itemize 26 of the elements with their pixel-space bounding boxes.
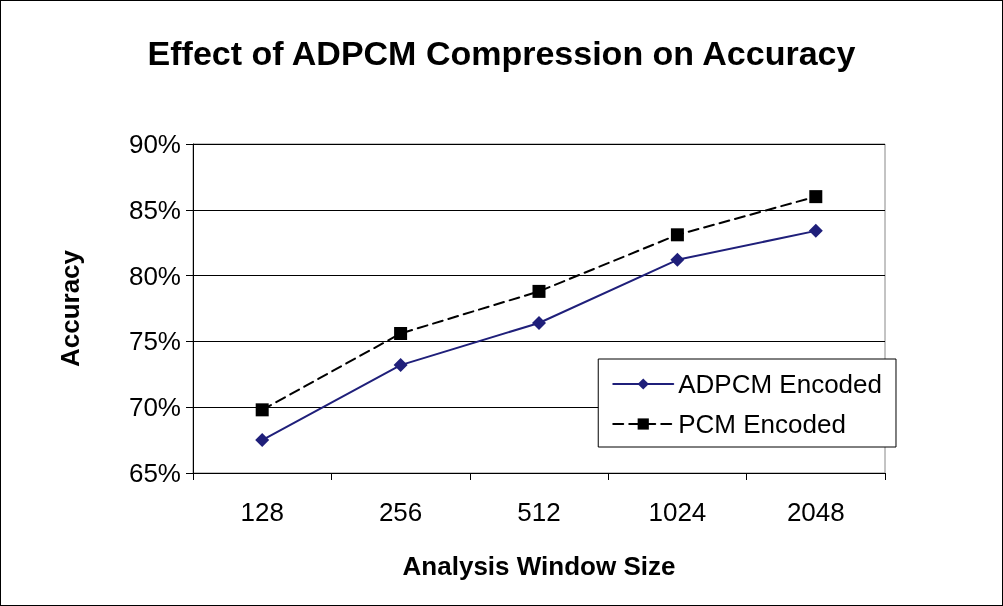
y-tick-label: 80% (128, 260, 181, 291)
legend-label: PCM Encoded (678, 409, 846, 439)
point (670, 252, 685, 267)
x-tick-label: 512 (517, 497, 561, 527)
point (255, 403, 269, 417)
x-tick-label: 128 (240, 497, 284, 527)
legend-label: ADPCM Encoded (678, 369, 883, 399)
y-tick-label: 65% (128, 458, 181, 488)
y-tick-label: 90% (128, 129, 181, 159)
point (808, 223, 823, 238)
point (532, 315, 546, 330)
y-axis-title: Accuracy (55, 249, 85, 368)
point (393, 358, 408, 373)
chart-title: Effect of ADPCM Compression on Accuracy (147, 34, 856, 72)
point (670, 228, 684, 242)
point (532, 284, 546, 298)
point (255, 433, 270, 448)
y-tick-label: 85% (128, 194, 181, 225)
y-tick-label: 75% (128, 326, 181, 357)
x-tick-label: 2048 (786, 497, 845, 527)
x-axis-title: Analysis Window Size (402, 551, 676, 581)
x-tick-label: 256 (378, 497, 423, 527)
y-tick-label: 70% (128, 392, 181, 423)
point (394, 327, 408, 340)
point (809, 190, 823, 204)
x-tick-label: 1024 (648, 497, 707, 527)
